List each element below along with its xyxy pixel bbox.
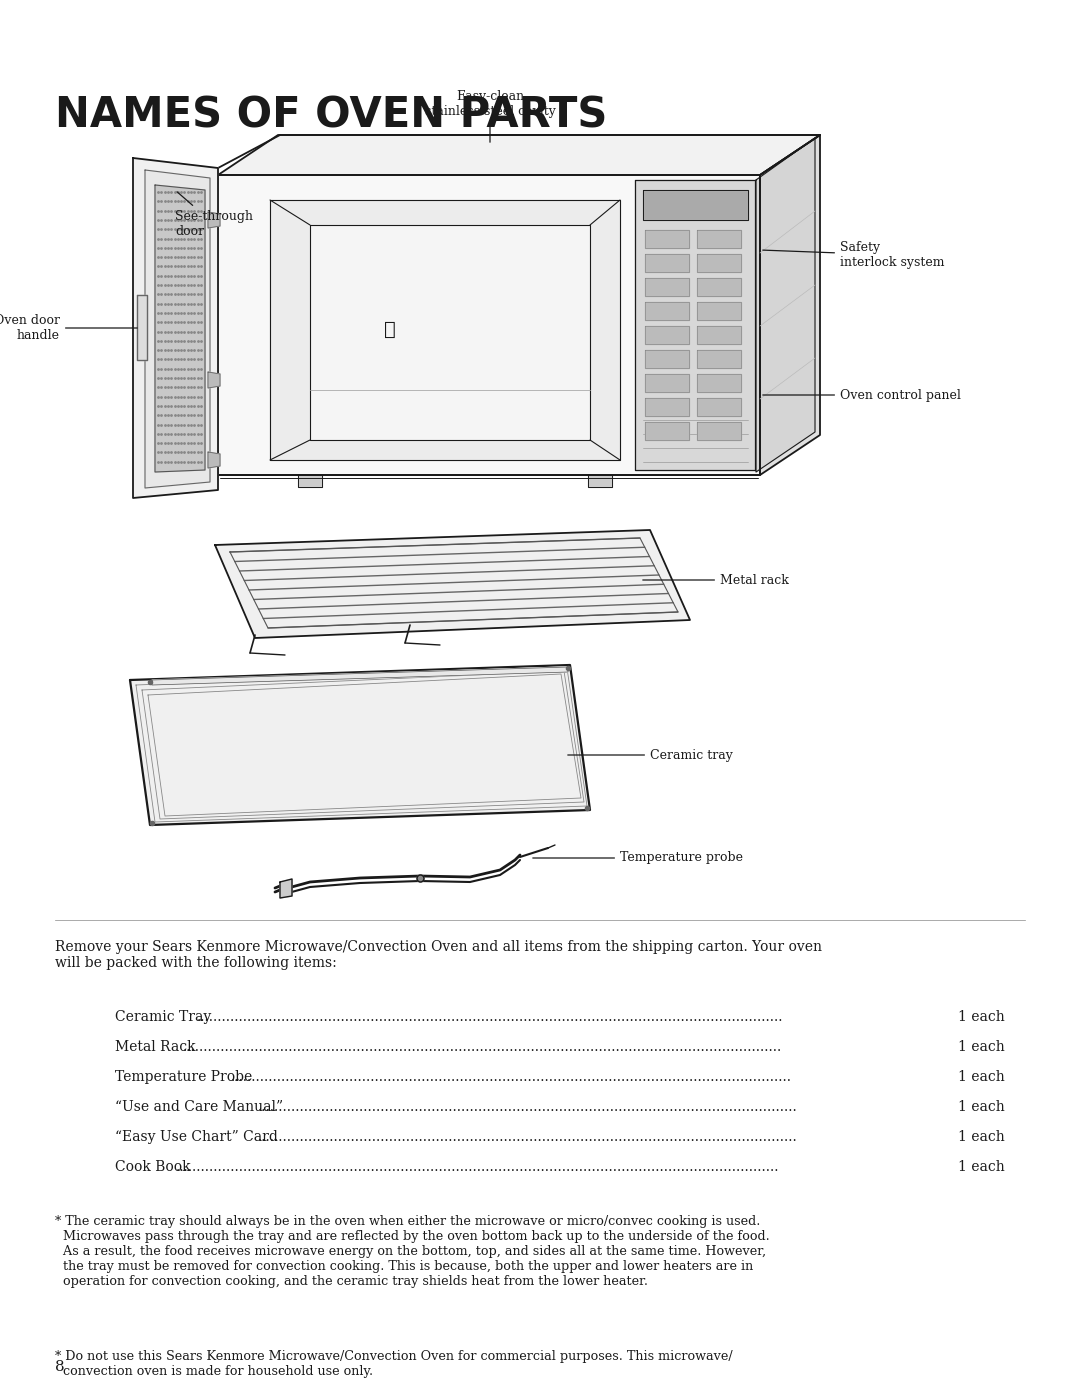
Polygon shape [760,136,820,475]
Polygon shape [645,398,689,416]
Polygon shape [208,372,220,388]
Polygon shape [645,231,689,249]
Text: “Easy Use Chart” Card: “Easy Use Chart” Card [114,1130,278,1144]
Text: 1 each: 1 each [958,1130,1005,1144]
Text: Temperature probe: Temperature probe [532,852,743,865]
Text: See-through
door: See-through door [175,191,253,237]
Text: ................................................................................: ........................................… [176,1160,780,1173]
Polygon shape [588,475,612,488]
Polygon shape [635,180,755,469]
Text: 1 each: 1 each [958,1160,1005,1173]
Polygon shape [137,295,147,360]
Polygon shape [697,326,741,344]
Polygon shape [643,190,748,219]
Polygon shape [697,254,741,272]
Text: Temperature Probe: Temperature Probe [114,1070,253,1084]
Polygon shape [697,231,741,249]
Polygon shape [298,475,322,488]
Text: Ceramic tray: Ceramic tray [568,749,733,761]
Polygon shape [218,136,820,175]
Polygon shape [208,453,220,468]
Text: Metal Rack: Metal Rack [114,1039,195,1053]
Text: 1 each: 1 each [958,1099,1005,1113]
Text: 8: 8 [55,1361,65,1375]
Polygon shape [697,422,741,440]
Polygon shape [697,302,741,320]
Text: Oven door
handle: Oven door handle [0,314,137,342]
Text: Easy-clean
stainless steel cavity: Easy-clean stainless steel cavity [424,89,555,142]
Text: Oven control panel: Oven control panel [762,388,961,401]
Polygon shape [697,278,741,296]
Polygon shape [645,351,689,367]
Text: ................................................................................: ........................................… [231,1070,792,1084]
Text: Ceramic Tray: Ceramic Tray [114,1010,212,1024]
Text: Remove your Sears Kenmore Microwave/Convection Oven and all items from the shipp: Remove your Sears Kenmore Microwave/Conv… [55,940,822,970]
Polygon shape [697,374,741,393]
Polygon shape [756,138,815,472]
Polygon shape [645,374,689,393]
Polygon shape [645,254,689,272]
Polygon shape [645,278,689,296]
Polygon shape [645,302,689,320]
Text: * The ceramic tray should always be in the oven when either the microwave or mic: * The ceramic tray should always be in t… [55,1215,770,1288]
Polygon shape [152,666,568,685]
Polygon shape [208,212,220,228]
Polygon shape [270,200,620,460]
Polygon shape [215,529,690,638]
Text: Cook Book: Cook Book [114,1160,191,1173]
Polygon shape [697,398,741,416]
Polygon shape [156,184,205,472]
Text: * Do not use this Sears Kenmore Microwave/Convection Oven for commercial purpose: * Do not use this Sears Kenmore Microwav… [55,1350,732,1377]
Text: NAMES OF OVEN PARTS: NAMES OF OVEN PARTS [55,95,607,137]
Polygon shape [645,422,689,440]
Polygon shape [280,879,292,898]
Text: ᗿ: ᗿ [384,321,396,339]
Text: ................................................................................: ........................................… [258,1099,797,1113]
Text: 1 each: 1 each [958,1010,1005,1024]
Polygon shape [145,170,210,488]
Polygon shape [218,175,760,475]
Text: ................................................................................: ........................................… [258,1130,797,1144]
Text: ................................................................................: ........................................… [197,1010,783,1024]
Text: ................................................................................: ........................................… [183,1039,782,1053]
Polygon shape [130,665,590,826]
Text: 1 each: 1 each [958,1039,1005,1053]
Polygon shape [133,158,218,497]
Polygon shape [697,351,741,367]
Polygon shape [645,326,689,344]
Text: 1 each: 1 each [958,1070,1005,1084]
Text: Safety
interlock system: Safety interlock system [762,242,945,270]
Polygon shape [310,225,590,440]
Text: “Use and Care Manual”: “Use and Care Manual” [114,1099,283,1113]
Text: Metal rack: Metal rack [643,574,788,587]
